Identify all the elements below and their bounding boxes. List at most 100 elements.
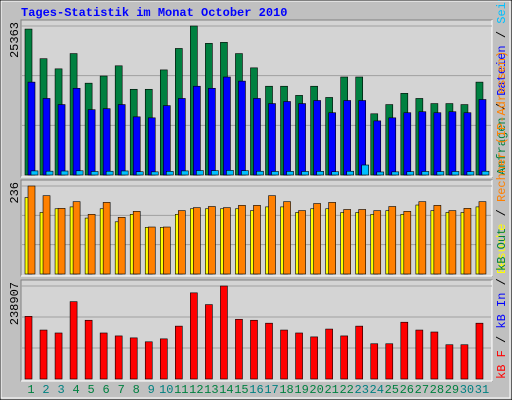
bar [208,206,216,275]
bar [99,332,108,380]
bar [253,205,261,275]
bar [129,337,138,380]
bar [72,201,81,275]
bar [84,319,93,380]
bar [415,329,424,380]
bar [388,206,397,275]
bar [135,171,144,176]
bar [385,343,394,380]
bar [433,112,442,176]
bar [30,170,39,176]
bar [87,214,96,275]
legend-entry: kB F [495,350,509,379]
legend-separator: / [495,271,509,293]
bar [463,208,472,275]
bar [418,201,427,275]
x-tick-label: 12 [189,383,203,397]
x-tick-label: 25 [385,383,399,397]
bar [361,164,370,176]
bar [391,171,400,176]
bar [235,318,243,380]
bar [24,316,33,380]
bar [373,210,382,275]
bar [165,171,174,176]
x-tick-label: 16 [249,383,263,397]
bar [313,100,321,176]
bar [343,100,351,176]
bar [193,207,201,275]
bar [220,285,228,380]
bar [90,171,99,176]
bar [370,343,379,380]
x-tick-label: 14 [219,383,233,397]
bar [57,208,66,275]
legend-entry: Seiten [495,0,509,24]
y-tick-label: 25363 [8,22,22,58]
x-tick-label: 31 [475,383,489,397]
x-tick-label: 5 [88,383,95,397]
bar [87,109,96,176]
bar [280,329,288,380]
bar [298,103,306,176]
x-tick-label: 4 [72,383,79,397]
x-tick-label: 23 [355,383,369,397]
bar [478,201,487,275]
bar [190,292,198,380]
bar [445,344,454,380]
bar [388,117,397,176]
bar [328,112,336,176]
bar [253,98,261,176]
x-tick-label: 1 [27,383,34,397]
bar [178,210,186,275]
bar [27,185,36,275]
x-tick-label: 7 [118,383,125,397]
x-tick-label: 27 [415,383,429,397]
bar [69,301,78,380]
bar [376,171,385,176]
legend: Besuche / Rechner (IP-Adressen) [495,51,509,274]
bar [295,332,303,380]
bar [466,171,475,176]
bar [211,170,219,176]
chart-title: Tages-Statistik im Monat October 2010 [21,6,287,20]
bar [175,325,183,380]
bar [193,85,201,176]
bar [162,105,171,176]
bar [42,98,51,176]
bar [150,171,159,176]
bar [147,226,156,275]
bar [433,205,442,275]
bar [181,170,189,176]
x-tick-label: 26 [400,383,414,397]
bar [117,104,126,176]
bar [268,103,276,176]
bar [178,98,186,176]
x-tick-label: 29 [445,383,459,397]
x-tick-label: 9 [148,383,155,397]
bar [256,170,264,176]
bar [340,335,348,380]
bar [406,171,415,176]
bar [313,203,321,275]
x-tick-label: 13 [204,383,218,397]
legend-entry: Rechner (IP-Adressen) [495,51,509,202]
bar [265,322,273,380]
bar [355,325,364,380]
x-tick-label: 21 [324,383,338,397]
bar [451,171,460,176]
bar [132,116,141,176]
legend-entry: Besuche [495,224,509,274]
legend-entry: kB Out [495,228,509,271]
bar [208,87,216,176]
bar [241,170,249,176]
x-tick-label: 30 [460,383,474,397]
bar [105,170,114,176]
bar [271,171,279,176]
legend: kB F / kB In / kB Out [495,228,509,379]
legend-entry: Anfragen [495,117,509,175]
bar [418,111,427,176]
bar [54,332,63,380]
x-tick-label: 28 [430,383,444,397]
legend-separator: / [495,24,509,46]
